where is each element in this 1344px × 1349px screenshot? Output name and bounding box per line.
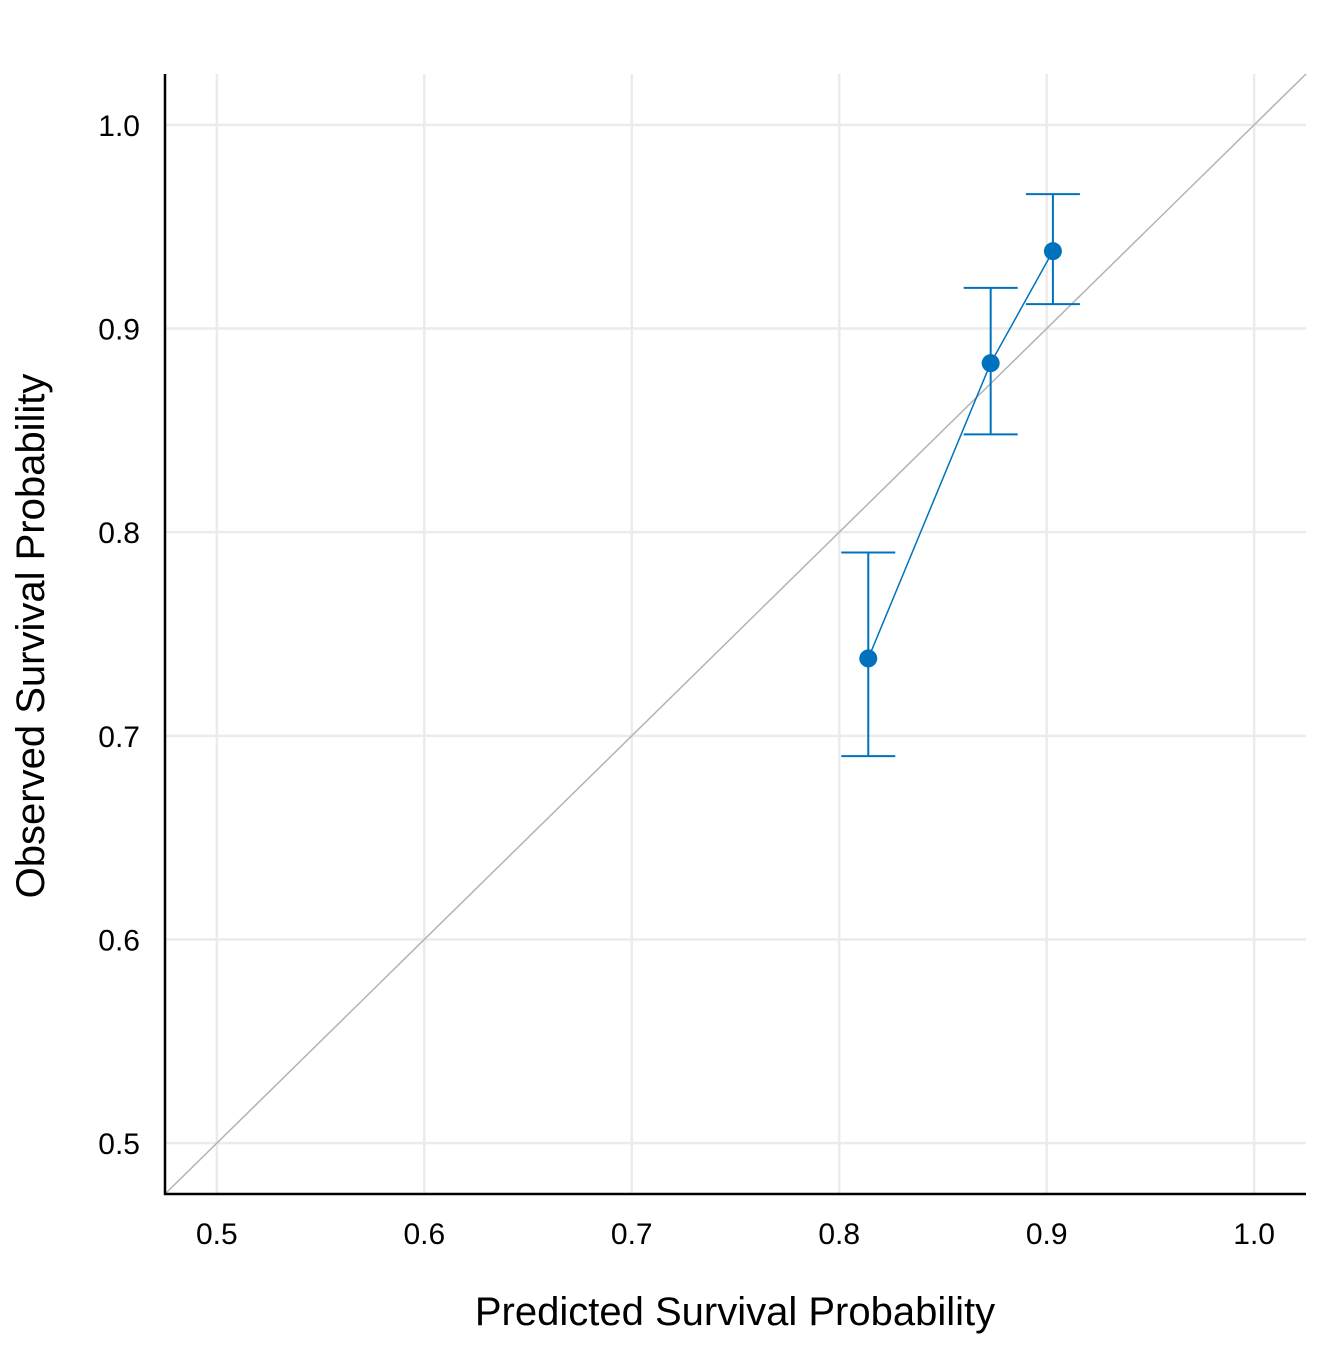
- x-tick-label: 0.5: [196, 1218, 238, 1251]
- reference-line: [164, 73, 1307, 1195]
- series-layer: [841, 193, 1080, 758]
- x-tick-label: 1.0: [1233, 1218, 1275, 1251]
- x-tick-label: 0.9: [1026, 1218, 1068, 1251]
- data-point: [1043, 242, 1062, 261]
- x-tick-label: 0.8: [818, 1218, 860, 1251]
- x-tick-label: 0.6: [403, 1218, 445, 1251]
- axes-layer: [163, 74, 1306, 1196]
- series-line: [867, 250, 1054, 659]
- reference-layer: [164, 73, 1307, 1195]
- y-tick-label: 0.8: [98, 517, 140, 550]
- y-tick-label: 0.9: [98, 314, 140, 347]
- x-axis-title: Predicted Survival Probability: [475, 1290, 995, 1334]
- y-tick-label: 1.0: [98, 110, 140, 143]
- labels-layer: 0.5 0.6 0.7 0.8 0.9 1.0 0.5 0.6 0.7 0.8 0.9 1.0: [98, 110, 1275, 1251]
- y-tick-label: 0.5: [98, 1128, 140, 1161]
- x-tick-label: 0.7: [611, 1218, 653, 1251]
- grid-layer: [165, 74, 1306, 1194]
- y-tick-label: 0.7: [98, 721, 140, 754]
- y-axis-title: Observed Survival Probability: [9, 374, 53, 899]
- data-point: [981, 354, 1000, 373]
- y-tick-label: 0.6: [98, 924, 140, 957]
- data-point: [859, 649, 878, 668]
